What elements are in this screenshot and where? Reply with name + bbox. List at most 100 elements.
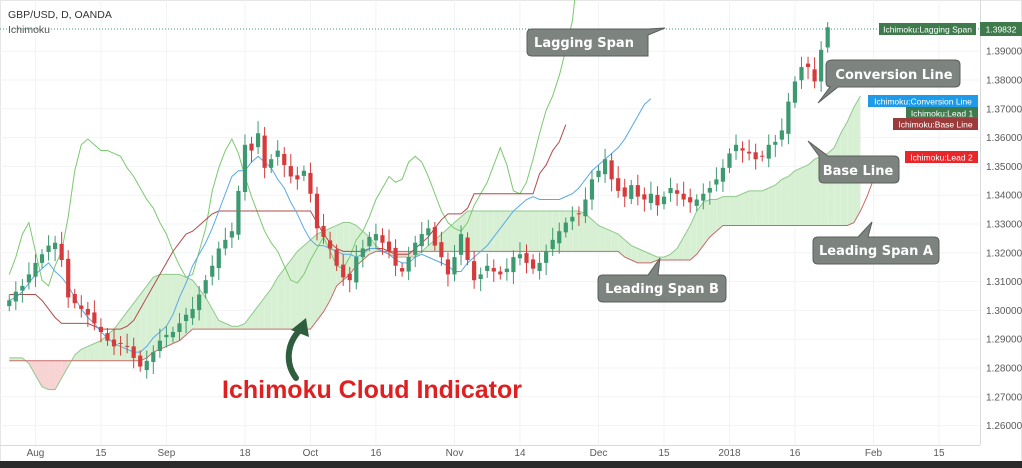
- candle: [792, 76, 798, 108]
- cloud-segment: [493, 211, 501, 252]
- candle: [491, 259, 496, 282]
- candle: [570, 206, 575, 231]
- candle: [642, 187, 647, 212]
- cloud-segment: [114, 320, 121, 361]
- candle: [138, 350, 143, 372]
- candle: [701, 183, 706, 210]
- candle: [550, 227, 555, 256]
- cloud-segment: [225, 323, 232, 330]
- cloud-segment: [781, 176, 789, 226]
- candle: [616, 166, 621, 198]
- cloud-segment: [618, 234, 625, 258]
- cloud-segment: [303, 239, 311, 330]
- candle: [478, 267, 483, 292]
- candle: [753, 143, 758, 170]
- candle: [432, 221, 437, 251]
- cloud-segment: [690, 211, 697, 260]
- candle: [675, 183, 680, 206]
- y-tick-label: 1.33000: [986, 220, 1022, 231]
- x-tick-label: Nov: [446, 448, 464, 459]
- cloud-segment: [166, 274, 173, 347]
- candle: [530, 254, 536, 274]
- cloud-segment: [94, 340, 101, 361]
- candle: [602, 148, 608, 183]
- y-tick-label: 1.31000: [986, 277, 1022, 288]
- cloud-segment: [264, 288, 272, 330]
- headline: Ichimoku Cloud Indicator: [222, 376, 522, 404]
- cloud-segment: [487, 211, 494, 252]
- cloud-segment: [42, 360, 49, 390]
- cloud-segment: [742, 190, 750, 226]
- x-tick-label: 16: [370, 448, 382, 459]
- cloud-segment: [140, 285, 147, 361]
- candle: [177, 312, 182, 341]
- cloud-segment: [716, 196, 723, 232]
- y-tick-label: 1.29000: [986, 335, 1022, 346]
- candle: [33, 254, 38, 288]
- candle: [125, 333, 130, 354]
- candle: [20, 279, 25, 303]
- cloud-segment: [447, 222, 455, 252]
- candle: [648, 181, 654, 210]
- candle: [629, 179, 634, 205]
- candle: [269, 154, 274, 174]
- cloud-segment: [159, 274, 167, 350]
- time-axis[interactable]: Aug 15 Sep 18 Oct 16 Nov 14 Dec 15 2018 16 Feb 15: [27, 448, 945, 459]
- candle: [537, 252, 542, 280]
- candle: [511, 250, 516, 285]
- cloud-segment: [61, 360, 69, 379]
- x-tick-label: 18: [239, 448, 251, 459]
- candle: [779, 118, 784, 147]
- callout-leading-span-a: Leading Span A: [812, 221, 940, 265]
- candle: [373, 223, 379, 250]
- candle: [583, 187, 588, 224]
- cloud-segment: [585, 213, 592, 252]
- curved-arrow-icon: [285, 318, 309, 381]
- cloud-segment: [768, 185, 776, 226]
- candles: [7, 22, 830, 379]
- candle: [622, 178, 627, 208]
- price-axis[interactable]: 1.26000 1.27000 1.28000 1.29000 1.30000 1.310…: [986, 47, 1022, 432]
- cloud-segment: [100, 334, 108, 361]
- cloud-segment: [624, 239, 632, 260]
- price-tag-conversion-label: Ichimoku:Conversion Line: [874, 97, 972, 107]
- cloud-segment: [231, 326, 239, 330]
- cloud-segment: [146, 277, 154, 358]
- candle: [786, 92, 791, 145]
- cloud-segment: [762, 188, 769, 226]
- candle: [406, 246, 411, 281]
- cloud-segment: [788, 170, 795, 226]
- x-tick-label: 16: [789, 448, 801, 459]
- candle: [589, 170, 595, 210]
- indicator-lines: [8, 0, 881, 391]
- callout-conversion-line-text: Conversion Line: [835, 68, 952, 83]
- price-tag-lead2-label: Ichimoku:Lead 2: [910, 153, 973, 163]
- cloud-segment: [205, 297, 213, 330]
- candle: [439, 231, 444, 266]
- candle: [295, 166, 300, 190]
- cloud-segment: [258, 297, 265, 330]
- cloud-segment: [297, 245, 304, 330]
- candle: [727, 148, 732, 174]
- cloud-segment: [9, 357, 16, 361]
- indicator-name[interactable]: Ichimoku: [8, 24, 50, 36]
- cloud-segment: [696, 202, 704, 255]
- candle: [426, 219, 431, 246]
- callout-leading-span-b: Leading Span B: [597, 257, 727, 303]
- x-tick-label: Dec: [590, 448, 608, 459]
- y-tick-label: 1.32000: [986, 248, 1022, 259]
- callout-lagging-span-text: Lagging Span: [534, 36, 634, 51]
- candle: [236, 185, 241, 240]
- y-tick-label: 1.35000: [986, 162, 1022, 173]
- price-tag-base-label: Ichimoku:Base Line: [898, 120, 972, 130]
- candle: [714, 167, 719, 192]
- candle: [740, 141, 745, 163]
- candle: [341, 254, 346, 286]
- y-tick-label: 1.27000: [986, 392, 1022, 403]
- candle: [262, 126, 267, 179]
- candle: [327, 231, 333, 259]
- candle: [79, 295, 84, 318]
- cloud-segment: [500, 211, 507, 252]
- y-tick-label: 1.30000: [986, 306, 1022, 317]
